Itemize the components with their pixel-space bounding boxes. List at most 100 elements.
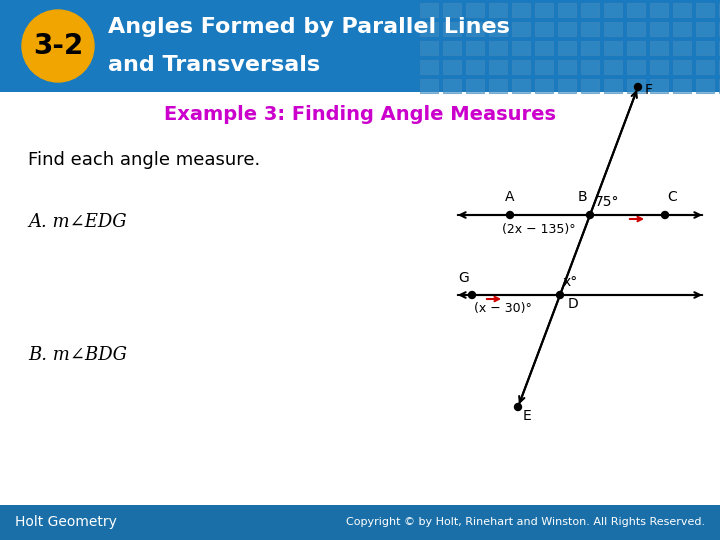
Text: 75°: 75°: [595, 195, 619, 209]
FancyBboxPatch shape: [696, 60, 714, 74]
FancyBboxPatch shape: [558, 3, 576, 17]
FancyBboxPatch shape: [581, 41, 599, 55]
FancyBboxPatch shape: [604, 41, 622, 55]
Text: Copyright © by Holt, Rinehart and Winston. All Rights Reserved.: Copyright © by Holt, Rinehart and Winsto…: [346, 517, 705, 527]
FancyBboxPatch shape: [604, 79, 622, 93]
FancyBboxPatch shape: [696, 22, 714, 36]
FancyBboxPatch shape: [535, 79, 553, 93]
Circle shape: [506, 212, 513, 219]
FancyBboxPatch shape: [581, 79, 599, 93]
Circle shape: [662, 212, 668, 219]
FancyBboxPatch shape: [443, 60, 461, 74]
FancyBboxPatch shape: [627, 3, 645, 17]
FancyBboxPatch shape: [558, 60, 576, 74]
FancyBboxPatch shape: [650, 22, 668, 36]
FancyBboxPatch shape: [466, 22, 484, 36]
FancyBboxPatch shape: [512, 3, 530, 17]
FancyBboxPatch shape: [558, 41, 576, 55]
FancyBboxPatch shape: [558, 79, 576, 93]
FancyBboxPatch shape: [558, 22, 576, 36]
FancyBboxPatch shape: [420, 22, 438, 36]
FancyBboxPatch shape: [443, 22, 461, 36]
FancyBboxPatch shape: [420, 41, 438, 55]
FancyBboxPatch shape: [489, 22, 507, 36]
FancyBboxPatch shape: [466, 60, 484, 74]
FancyBboxPatch shape: [696, 79, 714, 93]
Text: F: F: [645, 83, 653, 97]
Text: (x − 30)°: (x − 30)°: [474, 302, 532, 315]
FancyBboxPatch shape: [604, 3, 622, 17]
Text: and Transversals: and Transversals: [108, 55, 320, 75]
FancyBboxPatch shape: [604, 60, 622, 74]
FancyBboxPatch shape: [535, 22, 553, 36]
Circle shape: [22, 10, 94, 82]
FancyBboxPatch shape: [443, 79, 461, 93]
Text: A. m∠EDG: A. m∠EDG: [28, 213, 127, 231]
FancyBboxPatch shape: [627, 22, 645, 36]
FancyBboxPatch shape: [489, 3, 507, 17]
FancyBboxPatch shape: [627, 60, 645, 74]
FancyBboxPatch shape: [512, 79, 530, 93]
FancyBboxPatch shape: [0, 505, 720, 540]
FancyBboxPatch shape: [581, 22, 599, 36]
Text: x°: x°: [563, 275, 578, 289]
FancyBboxPatch shape: [673, 22, 691, 36]
FancyBboxPatch shape: [489, 79, 507, 93]
FancyBboxPatch shape: [0, 0, 720, 92]
Text: 3-2: 3-2: [33, 32, 83, 60]
FancyBboxPatch shape: [719, 3, 720, 17]
FancyBboxPatch shape: [719, 41, 720, 55]
FancyBboxPatch shape: [627, 41, 645, 55]
FancyBboxPatch shape: [650, 79, 668, 93]
Text: C: C: [667, 190, 677, 204]
FancyBboxPatch shape: [466, 41, 484, 55]
FancyBboxPatch shape: [719, 79, 720, 93]
FancyBboxPatch shape: [627, 79, 645, 93]
Circle shape: [469, 292, 475, 299]
FancyBboxPatch shape: [581, 3, 599, 17]
Circle shape: [557, 292, 564, 299]
Text: Example 3: Finding Angle Measures: Example 3: Finding Angle Measures: [164, 105, 556, 125]
FancyBboxPatch shape: [489, 60, 507, 74]
FancyBboxPatch shape: [673, 79, 691, 93]
FancyBboxPatch shape: [535, 60, 553, 74]
Text: D: D: [568, 297, 579, 311]
Text: Holt Geometry: Holt Geometry: [15, 515, 117, 529]
Text: Find each angle measure.: Find each angle measure.: [28, 151, 260, 169]
FancyBboxPatch shape: [673, 3, 691, 17]
FancyBboxPatch shape: [512, 22, 530, 36]
FancyBboxPatch shape: [581, 60, 599, 74]
FancyBboxPatch shape: [420, 60, 438, 74]
Text: (2x − 135)°: (2x − 135)°: [502, 223, 575, 236]
Text: B. m∠BDG: B. m∠BDG: [28, 346, 127, 364]
FancyBboxPatch shape: [420, 3, 438, 17]
FancyBboxPatch shape: [719, 22, 720, 36]
FancyBboxPatch shape: [719, 60, 720, 74]
Text: Angles Formed by Parallel Lines: Angles Formed by Parallel Lines: [108, 17, 510, 37]
FancyBboxPatch shape: [673, 60, 691, 74]
FancyBboxPatch shape: [443, 3, 461, 17]
FancyBboxPatch shape: [696, 3, 714, 17]
FancyBboxPatch shape: [512, 41, 530, 55]
FancyBboxPatch shape: [696, 41, 714, 55]
FancyBboxPatch shape: [466, 79, 484, 93]
FancyBboxPatch shape: [535, 3, 553, 17]
FancyBboxPatch shape: [604, 22, 622, 36]
FancyBboxPatch shape: [466, 3, 484, 17]
Text: A: A: [505, 190, 515, 204]
Circle shape: [587, 212, 593, 219]
FancyBboxPatch shape: [650, 41, 668, 55]
FancyBboxPatch shape: [650, 60, 668, 74]
FancyBboxPatch shape: [489, 41, 507, 55]
Text: B: B: [577, 190, 587, 204]
FancyBboxPatch shape: [512, 60, 530, 74]
FancyBboxPatch shape: [535, 41, 553, 55]
Text: G: G: [458, 271, 469, 285]
FancyBboxPatch shape: [443, 41, 461, 55]
FancyBboxPatch shape: [420, 79, 438, 93]
Circle shape: [634, 84, 642, 91]
Circle shape: [515, 403, 521, 410]
Text: E: E: [523, 409, 532, 423]
FancyBboxPatch shape: [650, 3, 668, 17]
FancyBboxPatch shape: [673, 41, 691, 55]
